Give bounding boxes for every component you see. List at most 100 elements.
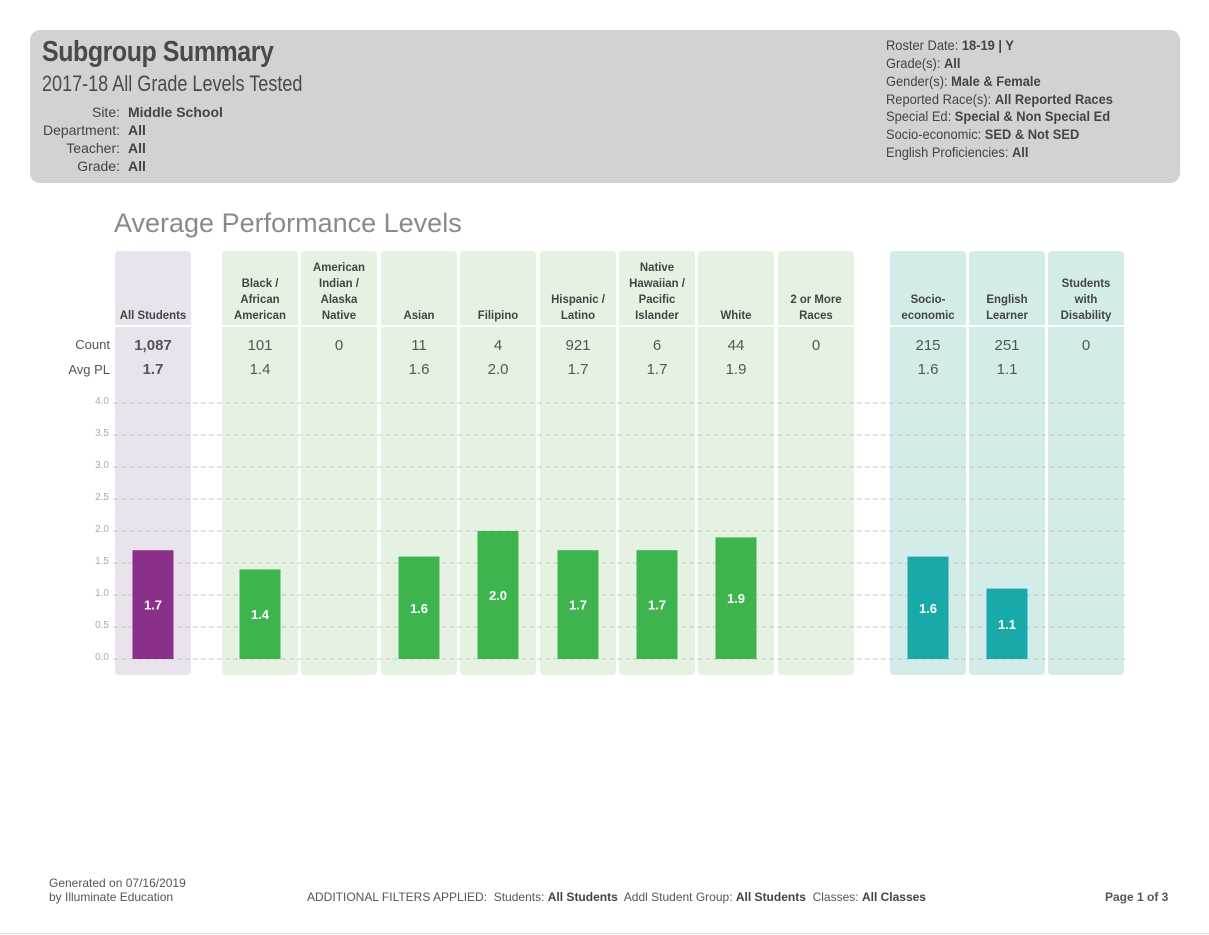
genders-filter: Gender(s): Male & Female	[886, 73, 1041, 91]
footer-generated: Generated on 07/16/2019 by Illuminate Ed…	[49, 876, 186, 904]
avg-pl-value: 1.4	[249, 361, 271, 378]
avg-pl-row-label: Avg PL	[68, 362, 110, 377]
filter-teacher: Teacher: All	[30, 140, 730, 158]
column-header: Socio- economic	[901, 292, 955, 322]
bar	[477, 531, 519, 659]
report-title: Subgroup Summary	[42, 36, 274, 68]
filter-department-label: Department:	[42, 122, 120, 138]
column-background	[778, 251, 854, 675]
report-header: Subgroup Summary 2017-18 All Grade Level…	[30, 30, 1180, 183]
bar	[636, 550, 678, 659]
chart-title: Average Performance Levels	[114, 208, 462, 238]
socio-economic-label: Socio-economic:	[886, 126, 982, 142]
page-bottom-rule	[0, 933, 1209, 934]
bar-value-label: 1.9	[727, 591, 745, 606]
filter-teacher-label: Teacher:	[66, 140, 120, 156]
bar	[557, 550, 599, 659]
footer-additional-filters: ADDITIONAL FILTERS APPLIED: Students: Al…	[307, 890, 926, 904]
avg-pl-value: 1.6	[408, 361, 430, 378]
generated-date: Generated on 07/16/2019	[49, 876, 186, 890]
y-tick-label: 4.0	[95, 396, 109, 407]
bar-value-label: 1.1	[998, 617, 1016, 632]
avg-pl-value: 1.7	[567, 361, 589, 378]
genders-label: Gender(s):	[886, 73, 948, 89]
classes-filter-value: All Classes	[861, 890, 926, 904]
filter-site-label: Site:	[91, 104, 120, 120]
column-header: Black / African American	[234, 276, 286, 322]
filter-site: Site: Middle School	[30, 104, 730, 122]
y-tick-label: 1.5	[95, 556, 109, 567]
special-ed-value: Special & Non Special Ed	[954, 108, 1111, 124]
bar-value-label: 2.0	[489, 588, 507, 603]
y-tick-label: 3.5	[95, 428, 109, 439]
count-value: 0	[334, 337, 344, 354]
bar	[239, 569, 281, 659]
y-tick-label: 0.5	[95, 620, 109, 631]
filter-department-value: All	[128, 122, 146, 138]
y-tick-label: 2.5	[95, 492, 109, 503]
count-value: 0	[811, 337, 821, 354]
avg-pl-value: 1.1	[996, 361, 1018, 378]
column-background	[1048, 251, 1124, 675]
count-value: 4	[493, 337, 503, 354]
roster-date: Roster Date: 18-19 | Y	[886, 37, 1014, 55]
group-filter-value: All Students	[735, 890, 806, 904]
count-value: 44	[727, 337, 745, 354]
group-filter-label: Addl Student Group:	[623, 890, 733, 904]
filter-department: Department: All	[30, 122, 730, 140]
grades-label: Grade(s):	[886, 55, 941, 71]
count-value: 215	[915, 337, 941, 354]
count-value: 1,087	[134, 337, 172, 354]
bar	[907, 556, 949, 659]
filter-grade-label: Grade:	[77, 158, 120, 174]
bar	[398, 556, 440, 659]
column-header: American Indian / Alaska Native	[313, 260, 365, 322]
filter-grade: Grade: All	[30, 158, 730, 176]
bar-value-label: 1.6	[410, 601, 428, 616]
column-header: Filipino	[477, 308, 519, 322]
column-header: 2 or More Races	[790, 292, 842, 322]
generated-by: by Illuminate Education	[49, 890, 174, 904]
english-proficiency-label: English Proficiencies:	[886, 144, 1009, 160]
page-number: Page 1 of 3	[1105, 890, 1169, 904]
special-ed-filter: Special Ed: Special & Non Special Ed	[886, 108, 1110, 126]
avg-pl-value: 1.9	[725, 361, 747, 378]
column-header: Asian	[403, 308, 435, 322]
filter-teacher-value: All	[128, 140, 146, 156]
races-label: Reported Race(s):	[886, 91, 992, 107]
special-ed-label: Special Ed:	[886, 108, 952, 124]
y-tick-label: 3.0	[95, 460, 109, 471]
roster-date-value: 18-19 | Y	[961, 37, 1014, 53]
grades-filter: Grade(s): All	[886, 55, 960, 73]
count-value: 11	[411, 337, 427, 354]
column-header: All Students	[119, 308, 187, 322]
y-tick-label: 0.0	[95, 652, 109, 663]
races-value: All Reported Races	[994, 91, 1113, 107]
column-header: Students with Disability	[1060, 276, 1112, 322]
races-filter: Reported Race(s): All Reported Races	[886, 91, 1113, 109]
avg-pl-value: 2.0	[487, 361, 509, 378]
roster-date-label: Roster Date:	[886, 37, 959, 53]
socio-economic-filter: Socio-economic: SED & Not SED	[886, 126, 1079, 144]
students-filter-value: All Students	[547, 890, 618, 904]
report-subtitle: 2017-18 All Grade Levels Tested	[42, 71, 303, 96]
avg-pl-value: 1.6	[917, 361, 939, 378]
bar	[132, 550, 174, 659]
english-proficiency-value: All	[1011, 144, 1029, 160]
column-header: White	[720, 308, 752, 322]
filter-site-value: Middle School	[128, 104, 223, 120]
filter-grade-value: All	[128, 158, 146, 174]
count-row-label: Count	[75, 337, 110, 352]
genders-value: Male & Female	[951, 73, 1041, 89]
bar-value-label: 1.7	[569, 598, 587, 613]
count-value: 101	[247, 337, 273, 354]
column-header: Native Hawaiian / Pacific Islander	[629, 260, 685, 322]
y-tick-label: 1.0	[95, 588, 109, 599]
count-value: 6	[652, 337, 662, 354]
grades-value: All	[943, 55, 961, 71]
avg-pl-value: 1.7	[142, 361, 164, 378]
column-header: Hispanic / Latino	[551, 292, 605, 322]
filters-label: ADDITIONAL FILTERS APPLIED:	[307, 890, 488, 904]
count-value: 921	[565, 337, 591, 354]
